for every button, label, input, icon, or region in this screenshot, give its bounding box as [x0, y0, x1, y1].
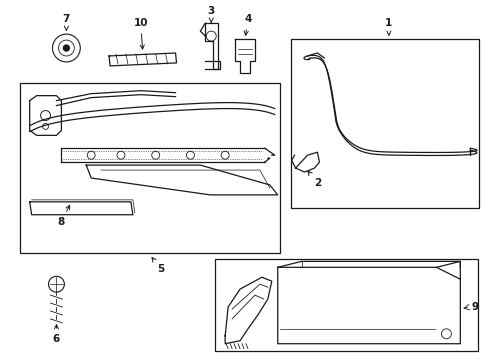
Text: 2: 2: [307, 171, 321, 188]
Text: 10: 10: [133, 18, 148, 49]
Text: 5: 5: [152, 257, 164, 274]
Text: 8: 8: [58, 205, 69, 227]
Bar: [290, 39, 478, 208]
Text: 1: 1: [385, 18, 392, 35]
Text: 3: 3: [207, 6, 214, 22]
Text: 4: 4: [244, 14, 251, 35]
Text: 6: 6: [53, 325, 60, 344]
Bar: [20, 83, 279, 253]
Text: 7: 7: [62, 14, 70, 30]
Text: 9: 9: [471, 302, 478, 312]
Circle shape: [63, 45, 69, 51]
Bar: [215, 260, 477, 351]
